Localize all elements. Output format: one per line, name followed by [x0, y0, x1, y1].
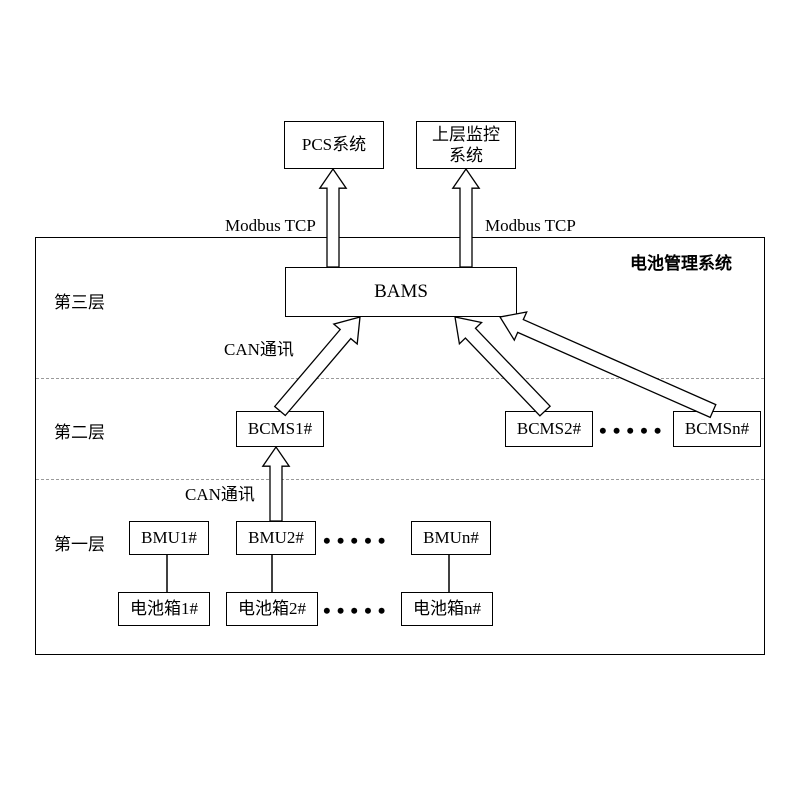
node-bcmsn: BCMSn#: [673, 411, 761, 447]
node-bcms1: BCMS1#: [236, 411, 324, 447]
dash-1: [36, 378, 764, 379]
dots-box: •••••: [323, 598, 392, 624]
node-upper: 上层监控 系统: [416, 121, 516, 169]
node-bmu1: BMU1#: [129, 521, 209, 555]
layer-1-label: 第一层: [54, 530, 105, 555]
node-bmu2: BMU2#: [236, 521, 316, 555]
node-bcms2: BCMS2#: [505, 411, 593, 447]
node-pcs: PCS系统: [284, 121, 384, 169]
node-bams: BAMS: [285, 267, 517, 317]
protocol-can-2: CAN通讯: [185, 480, 255, 505]
protocol-modbus-right: Modbus TCP: [485, 216, 576, 236]
protocol-can-1: CAN通讯: [224, 335, 294, 360]
dots-bcms: •••••: [599, 418, 668, 444]
system-title: 电池管理系统: [630, 249, 732, 274]
dash-2: [36, 479, 764, 480]
node-bmun: BMUn#: [411, 521, 491, 555]
node-box2: 电池箱2#: [226, 592, 318, 626]
node-box1: 电池箱1#: [118, 592, 210, 626]
protocol-modbus-left: Modbus TCP: [225, 216, 316, 236]
node-boxn: 电池箱n#: [401, 592, 493, 626]
dots-bmu: •••••: [323, 528, 392, 554]
layer-3-label: 第三层: [54, 288, 105, 313]
layer-2-label: 第二层: [54, 418, 105, 443]
